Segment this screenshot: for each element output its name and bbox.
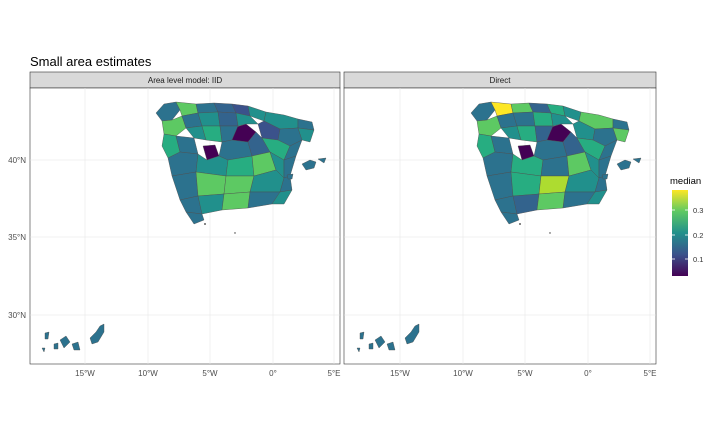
province-region — [195, 171, 227, 197]
x-axis-ticks-direct: 15°W 10°W 5°W 0° 5°E — [390, 369, 656, 378]
x-tick-5e: 5°E — [328, 369, 341, 378]
legend-colorbar — [672, 190, 688, 276]
panel-direct: Direct — [343, 71, 657, 365]
island-region — [601, 173, 609, 180]
island-region — [386, 341, 396, 351]
province-region — [223, 175, 255, 195]
color-legend: median 0.3 0.2 0.1 — [670, 176, 703, 276]
province-region — [500, 211, 520, 225]
island-region — [368, 342, 374, 350]
province-region — [185, 211, 205, 225]
map-title: Small area estimates — [30, 54, 152, 69]
x-tick-5w: 5°W — [517, 369, 533, 378]
island-region — [374, 335, 386, 349]
province-region — [235, 112, 259, 127]
province-region — [197, 111, 221, 127]
legend-title: median — [670, 176, 701, 187]
island-region — [41, 347, 46, 353]
province-region — [512, 111, 536, 127]
enclave-marker — [519, 223, 521, 225]
island-region — [89, 323, 105, 345]
province-region — [536, 191, 566, 211]
x-tick-15w: 15°W — [390, 369, 410, 378]
province-region — [532, 111, 554, 127]
province-region — [217, 111, 239, 127]
island-region — [286, 173, 294, 180]
island-region — [317, 157, 327, 164]
panel-iid: Area level model: IID — [29, 71, 341, 365]
island-region — [616, 159, 632, 171]
island-region — [53, 342, 59, 350]
map-regions-direct — [356, 101, 642, 353]
province-region — [550, 112, 574, 127]
enclave-marker — [234, 232, 236, 234]
island-region — [71, 341, 81, 351]
enclave-marker — [204, 223, 206, 225]
map-regions-iid — [41, 101, 327, 353]
strip-label-iid: Area level model: IID — [148, 76, 222, 85]
x-tick-5e: 5°E — [644, 369, 657, 378]
island-region — [301, 159, 317, 171]
province-region — [297, 127, 315, 143]
strip-label-direct: Direct — [490, 76, 512, 85]
x-tick-5w: 5°W — [202, 369, 218, 378]
island-region — [359, 331, 365, 340]
province-region — [271, 189, 293, 205]
x-axis-ticks-iid: 15°W 10°W 5°W 0° 5°E — [75, 369, 340, 378]
province-region — [586, 189, 608, 205]
island-region — [356, 347, 361, 353]
province-region — [221, 191, 251, 211]
x-tick-10w: 10°W — [453, 369, 473, 378]
province-region — [612, 127, 630, 143]
province-region — [538, 175, 570, 195]
island-region — [59, 335, 71, 349]
y-axis-ticks: 40°N 35°N 30°N — [8, 156, 26, 320]
x-tick-15w: 15°W — [75, 369, 95, 378]
y-tick-40n: 40°N — [8, 156, 26, 165]
legend-tick-0-2: 0.2 — [693, 231, 703, 240]
x-tick-0: 0° — [269, 369, 277, 378]
x-tick-0: 0° — [584, 369, 592, 378]
island-region — [404, 323, 420, 345]
enclave-marker — [549, 232, 551, 234]
province-region — [510, 171, 542, 197]
y-tick-35n: 35°N — [8, 233, 26, 242]
x-tick-10w: 10°W — [138, 369, 158, 378]
legend-tick-0-1: 0.1 — [693, 255, 703, 264]
island-region — [632, 157, 642, 164]
island-region — [44, 331, 50, 340]
legend-tick-0-3: 0.3 — [693, 206, 703, 215]
y-tick-30n: 30°N — [8, 311, 26, 320]
